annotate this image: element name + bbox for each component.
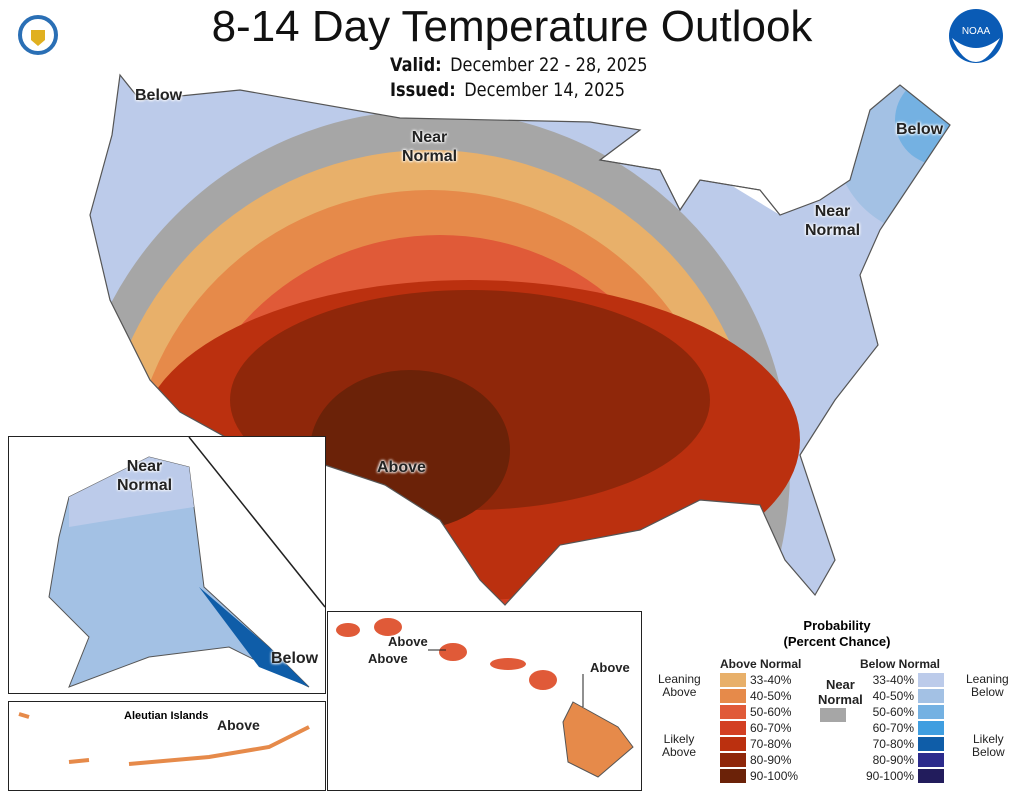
label-alaska-below: Below [271, 650, 319, 667]
below-normal-swatch [918, 705, 944, 719]
above-normal-range-label: 70-80% [750, 737, 792, 751]
label-hawaii-above-1: Above [388, 634, 428, 649]
above-normal-swatch [720, 721, 746, 735]
below-normal-range-label: 80-90% [872, 753, 914, 767]
below-normal-range-label: 40-50% [872, 689, 914, 703]
legend-title: Probability [803, 618, 871, 633]
below-normal-range-label: 33-40% [872, 673, 914, 687]
below-normal-swatch [918, 721, 944, 735]
above-normal-range-label: 80-90% [750, 753, 792, 767]
above-normal-range-label: 33-40% [750, 673, 792, 687]
label-alaska-near-normal: Near Normal [116, 458, 173, 494]
above-normal-swatch [720, 689, 746, 703]
near-normal-label: Near Normal [818, 677, 863, 707]
noaa-logo: NOAA [949, 9, 1003, 63]
below-normal-heading: Below Normal [860, 657, 941, 671]
label-hawaii-above-3: Above [590, 660, 630, 675]
below-normal-range-label: 60-70% [872, 721, 914, 735]
label-nw-below: Below [135, 87, 183, 104]
above-normal-range-label: 90-100% [750, 769, 799, 783]
doc-seal-logo [18, 15, 58, 55]
legend-subtitle: (Percent Chance) [783, 634, 891, 649]
label-ne-below: Below [896, 121, 944, 138]
label-south-above: Above [377, 459, 426, 476]
label-aleutian-islands: Aleutian Islands [124, 710, 209, 722]
below-normal-swatch [918, 689, 944, 703]
below-normal-range-label: 50-60% [872, 705, 914, 719]
valid-dates: Valid: December 22 - 28, 2025 [390, 54, 648, 76]
page-title: 8-14 Day Temperature Outlook [211, 2, 813, 51]
likely-below-label: Likely Below [972, 732, 1005, 759]
svg-text:NOAA: NOAA [962, 26, 991, 37]
below-normal-swatch [918, 673, 944, 687]
likely-above-label: Likely Above [662, 732, 697, 759]
label-ne-near-normal: Near Normal [804, 203, 861, 239]
above-normal-swatch [720, 673, 746, 687]
hawaii-inset: Above Above Above [327, 611, 642, 791]
above-normal-range-label: 60-70% [750, 721, 792, 735]
above-normal-swatch [720, 737, 746, 751]
above-normal-heading: Above Normal [720, 657, 802, 671]
above-normal-swatch [720, 753, 746, 767]
legend: Probability (Percent Chance) Above Normal… [650, 610, 1024, 791]
issued-date: Issued: December 14, 2025 [390, 79, 626, 101]
label-hawaii-above-2: Above [368, 651, 408, 666]
above-normal-range-label: 40-50% [750, 689, 792, 703]
below-normal-range-label: 70-80% [872, 737, 914, 751]
below-normal-swatch [918, 769, 944, 783]
aleutian-inset: Aleutian Islands Above [8, 701, 326, 791]
above-normal-swatch [720, 769, 746, 783]
leaning-below-label: Leaning Below [966, 672, 1009, 699]
above-normal-range-label: 50-60% [750, 705, 792, 719]
label-aleutian-above: Above [217, 717, 260, 733]
below-normal-range-label: 90-100% [865, 769, 914, 783]
below-normal-swatch [918, 737, 944, 751]
alaska-inset: Near Normal Below [8, 436, 326, 694]
above-normal-swatch [720, 705, 746, 719]
below-normal-swatch [918, 753, 944, 767]
label-north-near-normal: Near Normal [401, 129, 458, 165]
leaning-above-label: Leaning Above [658, 672, 701, 699]
near-normal-swatch [820, 708, 846, 722]
